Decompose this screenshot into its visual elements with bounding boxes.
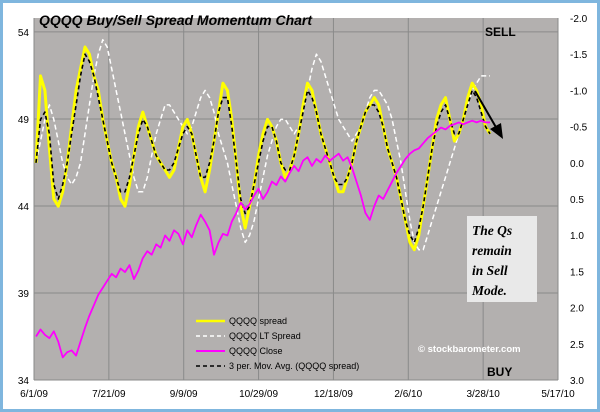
right-tick-label-7: 1.5	[570, 267, 584, 278]
series-line-1	[35, 38, 490, 251]
trend-arrow-head	[490, 123, 503, 139]
trend-arrow-line	[474, 90, 498, 130]
buy-label: BUY	[487, 365, 512, 379]
x-tick-label-6: 3/28/10	[466, 389, 500, 400]
chart-canvas: 34 39 44 49 54 -2.0 -1.5 -1.0 -0.5 0.0 0.5 1.0 1.5 2…	[18, 12, 588, 400]
legend-label-spread: QQQQ spread	[229, 316, 287, 326]
x-tick-label-2: 9/9/09	[170, 389, 198, 400]
series-layer	[34, 38, 492, 359]
note-line-1: The Qs	[472, 223, 512, 238]
x-tick-label-0: 6/1/09	[20, 389, 48, 400]
note-line-3: in Sell	[472, 263, 508, 278]
gridlines	[33, 18, 559, 381]
legend-label-close: QQQQ Close	[229, 346, 283, 356]
legend-label-moving-avg: 3 per. Mov. Avg. (QQQQ spread)	[229, 361, 359, 371]
plot-area	[34, 18, 558, 380]
note-line-4: Mode.	[471, 283, 507, 298]
left-tick-label-3: 49	[18, 115, 30, 126]
left-tick-label-4: 54	[18, 28, 30, 39]
sell-label: SELL	[485, 25, 516, 39]
right-tick-label-0: -2.0	[570, 14, 588, 25]
note-line-2: remain	[472, 243, 512, 258]
x-axis-ticks: 6/1/09 7/21/09 9/9/09 10/29/09 12/18/09 2/6/1…	[20, 389, 575, 400]
series-line-3	[35, 53, 491, 244]
x-tick-label-1: 7/21/09	[92, 389, 126, 400]
legend: QQQQ spread QQQQ LT Spread QQQQ Close 3 …	[196, 316, 359, 371]
right-tick-label-8: 2.0	[570, 304, 584, 315]
x-tick-label-7: 5/17/10	[541, 389, 575, 400]
series-line-2	[35, 119, 490, 359]
right-tick-label-3: -0.5	[570, 123, 588, 134]
right-tick-label-9: 2.5	[570, 340, 584, 351]
right-tick-label-4: 0.0	[570, 159, 584, 170]
chart-title: QQQQ Buy/Sell Spread Momentum Chart	[39, 12, 313, 28]
left-tick-label-1: 39	[18, 289, 30, 300]
right-tick-label-10: 3.0	[570, 376, 584, 387]
right-tick-label-2: -1.0	[570, 86, 588, 97]
left-tick-label-0: 34	[18, 376, 30, 387]
watermark: © stockbarometer.com	[418, 344, 521, 355]
left-tick-label-2: 44	[18, 202, 30, 213]
right-tick-label-6: 1.0	[570, 231, 584, 242]
right-tick-label-5: 0.5	[570, 195, 584, 206]
left-axis-ticks: 34 39 44 49 54	[18, 28, 30, 387]
legend-label-lt-spread: QQQQ LT Spread	[229, 331, 301, 341]
note-box	[467, 216, 537, 302]
x-tick-label-3: 10/29/09	[239, 389, 278, 400]
x-tick-label-5: 2/6/10	[394, 389, 422, 400]
right-axis-ticks: -2.0 -1.5 -1.0 -0.5 0.0 0.5 1.0 1.5 2.0 2.5 3.0	[570, 14, 588, 387]
right-tick-label-1: -1.5	[570, 50, 588, 61]
x-tick-label-4: 12/18/09	[314, 389, 353, 400]
